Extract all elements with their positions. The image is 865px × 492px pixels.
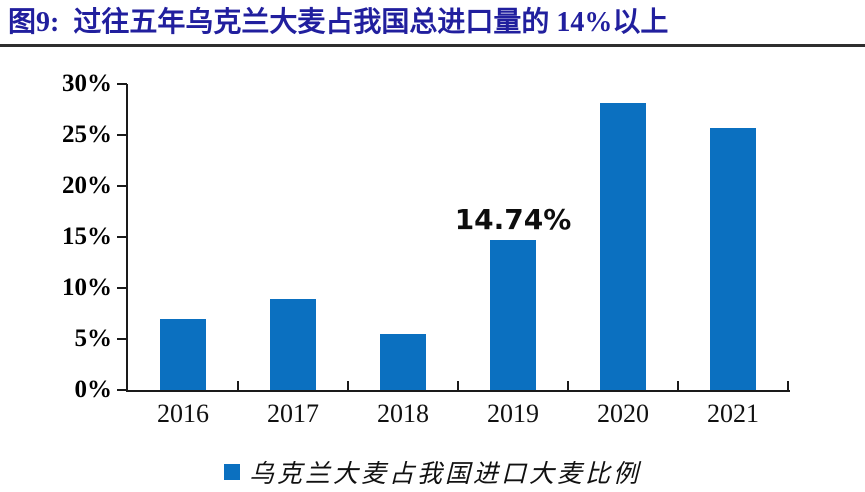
bar-2019: [490, 239, 536, 390]
y-axis-tick: [117, 185, 127, 187]
x-axis-tick: [347, 381, 349, 390]
y-axis-tick: [117, 134, 127, 136]
bar-2021: [710, 127, 756, 390]
x-axis-label-2018: 2018: [377, 399, 429, 428]
bar-2016: [160, 318, 206, 390]
x-axis-label-2019: 2019: [487, 399, 539, 428]
y-axis-label: 0%: [74, 376, 113, 403]
legend-swatch-icon: [223, 464, 240, 480]
x-axis-label-2020: 2020: [597, 399, 649, 428]
bar-chart: 乌克兰大麦占我国进口大麦比例 30% 25% 20% 15% 10% 5% 0% 2016 20…: [0, 47, 865, 492]
x-axis-tick: [677, 381, 679, 390]
x-axis-tick: [457, 381, 459, 390]
title-divider: [0, 44, 865, 47]
y-axis-label: 25%: [62, 121, 112, 148]
bar-2018: [380, 333, 426, 390]
y-axis-tick: [117, 287, 127, 289]
y-axis-label: 10%: [62, 274, 112, 301]
chart-legend: 乌克兰大麦占我国进口大麦比例: [0, 454, 865, 490]
y-axis-label: 15%: [62, 223, 112, 250]
x-axis-label-2017: 2017: [267, 399, 319, 428]
y-axis-label: 20%: [62, 172, 112, 199]
x-axis-label-2016: 2016: [157, 399, 209, 428]
y-axis-label: 5%: [74, 325, 113, 352]
x-axis-tick: [237, 381, 239, 390]
y-axis-tick: [117, 389, 127, 391]
y-axis-line: [126, 84, 128, 392]
x-axis-tick: [787, 381, 789, 390]
bar-2020: [600, 103, 646, 390]
data-label-2019: 14.74%: [454, 202, 572, 236]
y-axis-tick: [117, 83, 127, 85]
y-axis-tick: [117, 236, 127, 238]
y-axis-tick: [117, 338, 127, 340]
figure-title: 图9: 过往五年乌克兰大麦占我国总进口量的 14%以上: [8, 7, 669, 38]
x-axis-line: [126, 390, 790, 392]
y-axis-label: 30%: [62, 70, 112, 97]
legend-label: 乌克兰大麦占我国进口大麦比例: [248, 461, 641, 488]
x-axis-tick: [567, 381, 569, 390]
x-axis-label-2021: 2021: [707, 399, 759, 428]
bar-2017: [270, 299, 316, 390]
